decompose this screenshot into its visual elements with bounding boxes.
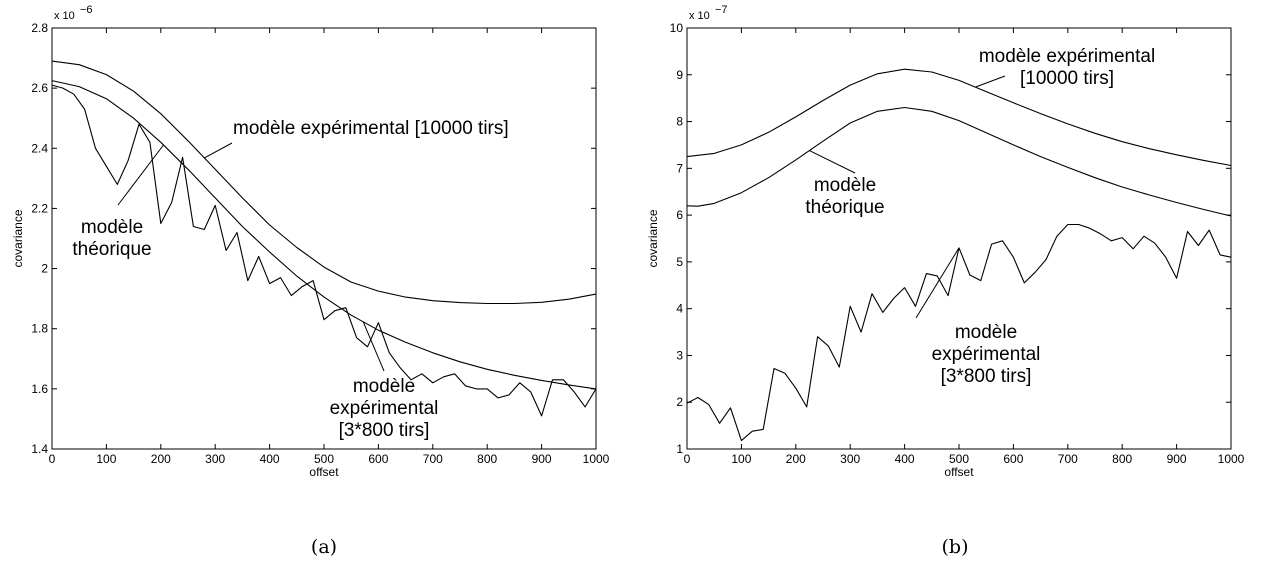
x-tick-label: 100 xyxy=(731,452,751,466)
y-tick-label: 3 xyxy=(676,348,683,362)
annotation-leader-line xyxy=(809,150,856,174)
y-tick-label: 1.6 xyxy=(31,382,48,396)
y-tick-label: 2.6 xyxy=(31,81,48,95)
annotation-leader-line xyxy=(204,142,233,159)
x-tick-label: 300 xyxy=(840,452,860,466)
chart-a: 0 100 200 300 400 500 600 700 800 900 1000 1.4 1.6 1.… xyxy=(11,4,610,558)
y-tick-label: 2.2 xyxy=(31,201,48,215)
y-exponent: −7 xyxy=(715,4,728,16)
x-tick-label: 500 xyxy=(314,452,334,466)
x-tick-label: 200 xyxy=(151,452,171,466)
x-tick-label: 0 xyxy=(49,452,56,466)
figure-caption: (b) xyxy=(942,536,969,558)
y-tick-label: 9 xyxy=(676,68,683,82)
y-multiplier: x 10 xyxy=(54,10,75,22)
series-experimental-3x800-line xyxy=(51,84,597,417)
annotation-text: modèle expérimental [10000 tirs] xyxy=(233,118,509,139)
figure-caption: (a) xyxy=(311,536,337,558)
x-axis-label: offset xyxy=(944,465,974,479)
annotation-text: modèle xyxy=(814,175,876,196)
x-tick-label: 600 xyxy=(1003,452,1023,466)
annotation-text: expérimental xyxy=(932,344,1041,365)
annotation-text: modèle expérimental xyxy=(979,46,1155,67)
x-tick-label: 200 xyxy=(786,452,806,466)
y-tick-label: 1.8 xyxy=(31,322,48,336)
y-tick-label: 1 xyxy=(676,442,683,456)
x-tick-label: 0 xyxy=(684,452,691,466)
annotation-leader-line xyxy=(362,321,385,372)
y-tick-label: 10 xyxy=(670,21,684,35)
y-tick-label: 8 xyxy=(676,115,683,129)
y-tick-label: 2 xyxy=(41,262,48,276)
y-multiplier: x 10 xyxy=(689,10,710,22)
y-exponent: −6 xyxy=(80,4,93,16)
annotation-leader-line xyxy=(975,75,1006,88)
x-tick-label: 100 xyxy=(96,452,116,466)
series-experimental-10000-line xyxy=(686,68,1232,167)
annotation: modèle expérimental[10000 tirs] xyxy=(975,46,1155,89)
annotation: modèle expérimental [10000 tirs] xyxy=(204,118,509,159)
annotation-text: [3*800 tirs] xyxy=(941,366,1032,387)
annotation-leader-line xyxy=(117,144,164,206)
x-tick-label: 700 xyxy=(1058,452,1078,466)
annotation-text: modèle xyxy=(955,322,1017,343)
x-tick-label: 800 xyxy=(477,452,497,466)
x-tick-label: 600 xyxy=(368,452,388,466)
x-tick-label: 1000 xyxy=(583,452,610,466)
x-tick-label: 900 xyxy=(1167,452,1187,466)
annotation-text: théorique xyxy=(72,239,151,260)
y-tick-label: 2.8 xyxy=(31,21,48,35)
x-tick-label: 700 xyxy=(423,452,443,466)
annotation-text: modèle xyxy=(81,217,143,238)
y-axis-label: covariance xyxy=(11,209,25,267)
y-axis-label: covariance xyxy=(646,209,660,267)
annotation-leader-line xyxy=(915,247,960,319)
x-tick-label: 400 xyxy=(260,452,280,466)
series-experimental-10000-line xyxy=(51,60,597,305)
series-theoretical-line xyxy=(51,80,597,390)
y-tick-label: 7 xyxy=(676,161,683,175)
y-tick-label: 2.4 xyxy=(31,141,48,155)
y-tick-label: 6 xyxy=(676,208,683,222)
annotation-text: théorique xyxy=(805,197,884,218)
y-tick-label: 4 xyxy=(676,302,683,316)
x-axis-label: offset xyxy=(309,465,339,479)
annotation-text: modèle xyxy=(353,376,415,397)
y-tick-label: 5 xyxy=(676,255,683,269)
x-tick-label: 1000 xyxy=(1218,452,1245,466)
x-tick-label: 300 xyxy=(205,452,225,466)
x-tick-label: 500 xyxy=(949,452,969,466)
x-tick-label: 900 xyxy=(532,452,552,466)
annotation-text: [3*800 tirs] xyxy=(339,420,430,441)
series-theoretical-line xyxy=(686,106,1232,217)
y-tick-label: 1.4 xyxy=(31,442,48,456)
chart-b: 0 100 200 300 400 500 600 700 800 900 1000 1 2 3 4 5 6 7 8… xyxy=(646,4,1245,558)
annotation-text: [10000 tirs] xyxy=(1020,68,1114,89)
y-tick-label: 2 xyxy=(676,395,683,409)
x-tick-label: 800 xyxy=(1112,452,1132,466)
x-tick-label: 400 xyxy=(895,452,915,466)
annotation-text: expérimental xyxy=(330,398,439,419)
